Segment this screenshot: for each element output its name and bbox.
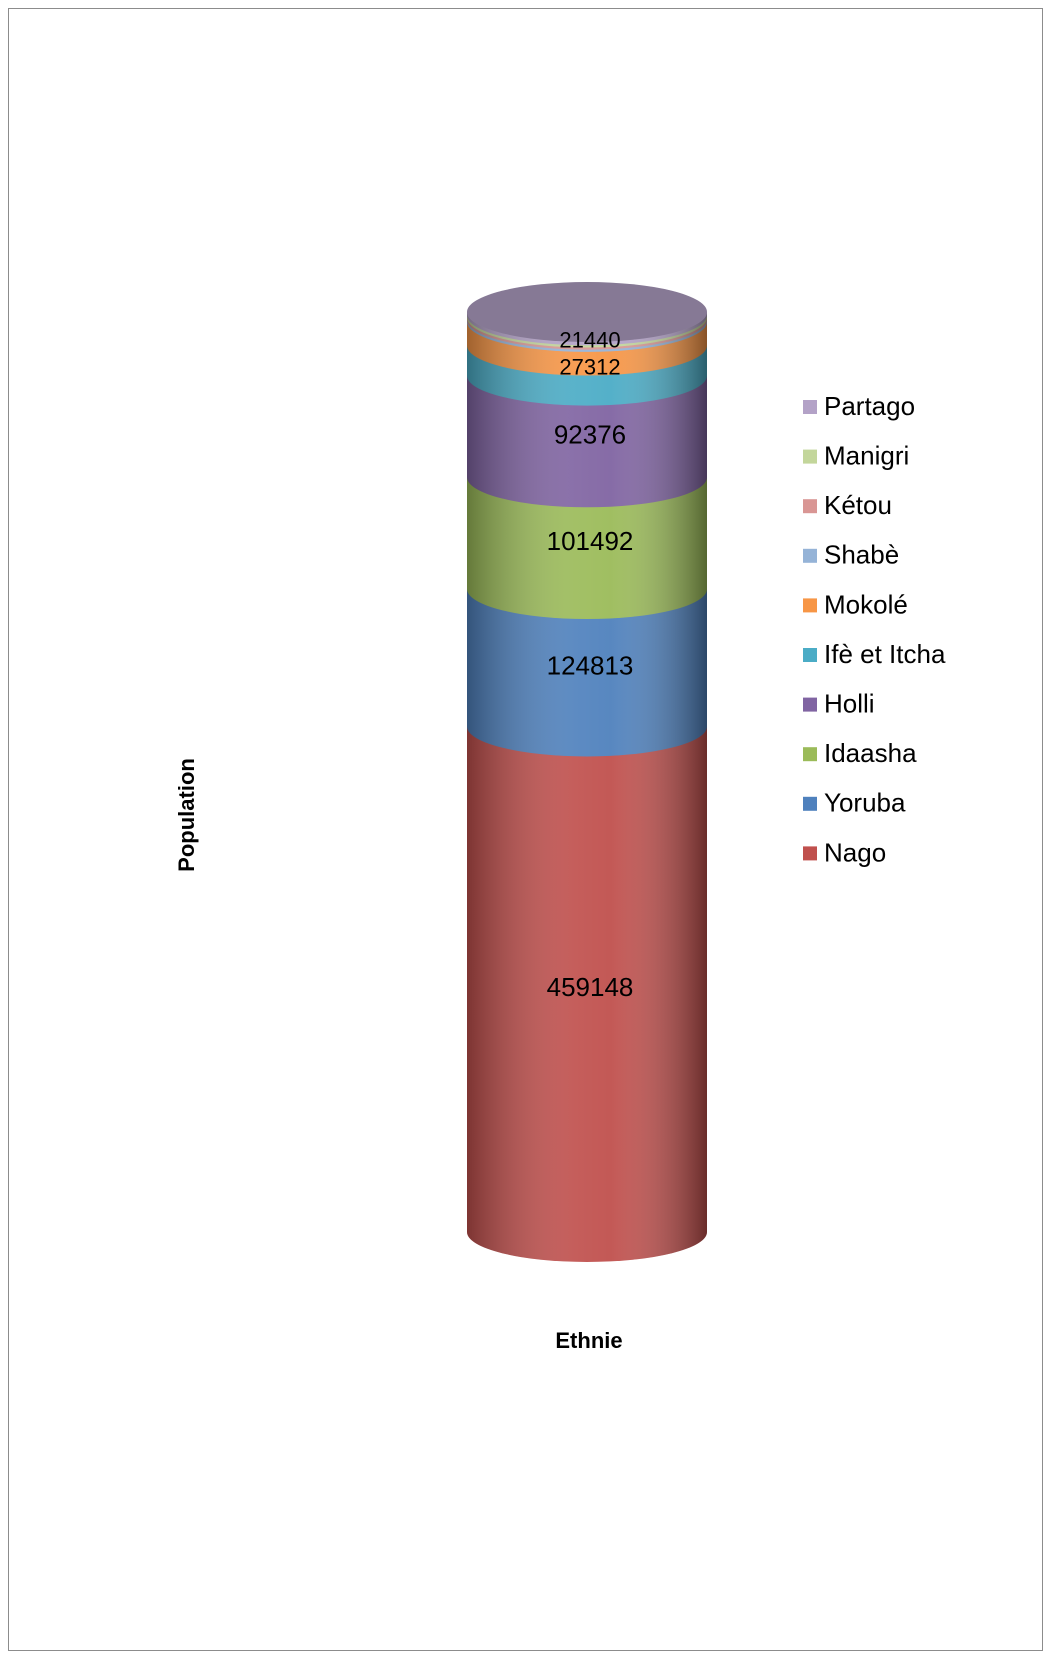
cylinder-top [467,282,707,342]
legend-label: Manigri [824,440,909,470]
cylinder-top-shade [467,282,707,342]
legend-label: Yoruba [824,788,906,818]
legend-label: Mokolé [824,589,908,619]
legend-swatch [803,548,817,563]
legend-label: Kétou [824,490,892,520]
data-label: 27312 [559,354,620,379]
data-label: 92376 [554,419,626,449]
data-label: 101492 [547,526,634,556]
data-label: 124813 [547,651,634,681]
legend-swatch [803,648,817,662]
legend-label: Idaasha [824,738,917,768]
legend-swatch [803,499,817,514]
legend-label: Shabè [824,540,899,570]
data-label: 21440 [559,328,620,353]
legend-swatch [803,400,817,414]
legend-swatch [803,846,817,861]
legend-swatch [803,598,817,613]
legend-label: Holli [824,688,875,718]
y-axis-label: Population [174,758,199,872]
legend-swatch [803,697,817,712]
legend-label: Ifè et Itcha [824,639,946,669]
data-label: 459148 [547,972,634,1002]
x-axis-label: Ethnie [555,1328,622,1353]
legend-swatch [803,747,817,762]
legend-label: Nago [824,837,886,867]
legend-label: Partago [824,391,915,421]
legend-swatch [803,449,817,464]
legend-swatch [803,796,817,811]
